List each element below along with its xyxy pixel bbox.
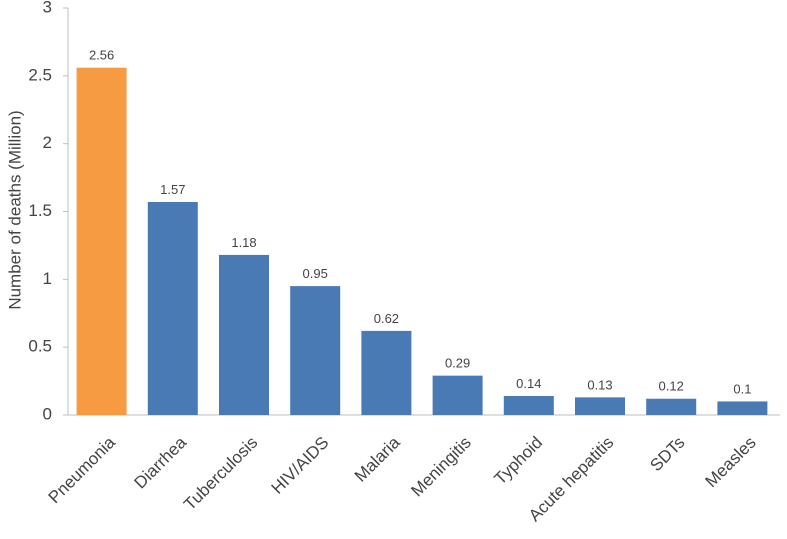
x-tick-label: Measles bbox=[702, 433, 760, 491]
value-label: 0.95 bbox=[303, 266, 328, 281]
y-tick-label: 3 bbox=[43, 0, 52, 16]
value-label: 1.57 bbox=[160, 182, 185, 197]
value-label: 0.14 bbox=[516, 376, 541, 391]
y-axis-label-group: Number of deaths (Million) bbox=[5, 110, 24, 309]
y-axis-label: Number of deaths (Million) bbox=[5, 110, 24, 309]
y-tick-label: 2 bbox=[43, 133, 52, 152]
y-tick-label: 0 bbox=[43, 404, 52, 423]
value-label: 2.56 bbox=[89, 48, 114, 63]
y-tick-label: 2.5 bbox=[28, 65, 52, 84]
bar-acute-hepatitis bbox=[575, 397, 625, 415]
bars bbox=[76, 67, 768, 416]
bar-meningitis bbox=[432, 375, 483, 415]
x-tick-label: Malaria bbox=[351, 433, 404, 486]
y-tick-label: 0.5 bbox=[28, 337, 52, 356]
y-tick-label: 1 bbox=[43, 269, 52, 288]
value-labels: 2.56 1.57 1.18 0.95 0.62 0.29 0.14 0.13 0.12 0.1 bbox=[89, 48, 751, 397]
bar-sdts bbox=[646, 398, 697, 415]
x-tick-label: HIV/AIDS bbox=[268, 433, 333, 498]
value-label: 1.18 bbox=[231, 235, 256, 250]
value-label: 0.62 bbox=[374, 311, 399, 326]
bar-hiv-aids bbox=[290, 286, 341, 415]
value-label: 0.13 bbox=[587, 377, 612, 392]
bar-diarrhea bbox=[147, 202, 198, 415]
x-tick-label: Meningitis bbox=[407, 433, 475, 501]
bar-typhoid bbox=[503, 396, 554, 415]
bar-tuberculosis bbox=[219, 254, 269, 415]
value-label: 0.1 bbox=[733, 381, 751, 396]
x-tick-label: Diarrhea bbox=[131, 432, 191, 492]
x-tick-label: Tuberculosis bbox=[180, 433, 261, 514]
bar-malaria bbox=[361, 330, 412, 415]
x-tick-label: SDTs bbox=[646, 433, 688, 475]
y-tick-label: 1.5 bbox=[28, 201, 52, 220]
y-tick-labels: 0 0.5 1 1.5 2 2.5 3 bbox=[28, 0, 52, 423]
bar-pneumonia bbox=[76, 67, 127, 416]
x-tick-label: Pneumonia bbox=[45, 433, 120, 508]
bar-measles bbox=[717, 401, 768, 415]
x-tick-label: Typhoid bbox=[491, 433, 547, 489]
value-label: 0.29 bbox=[445, 356, 470, 371]
value-label: 0.12 bbox=[659, 379, 684, 394]
